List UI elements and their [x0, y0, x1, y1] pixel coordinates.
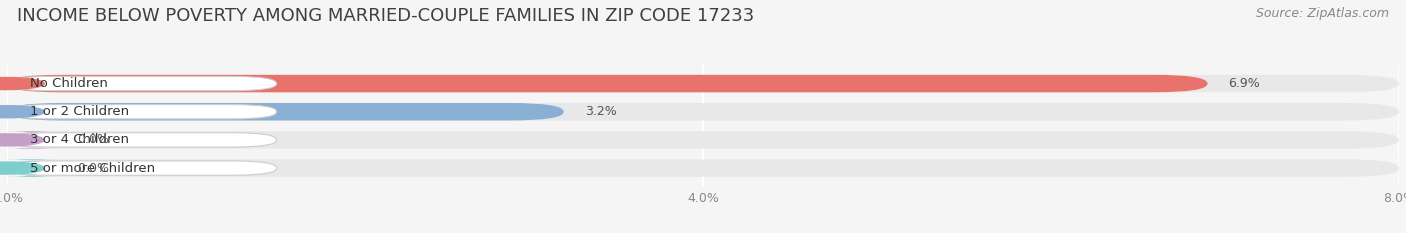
Text: 3.2%: 3.2%: [585, 105, 616, 118]
Text: 3 or 4 Children: 3 or 4 Children: [30, 134, 129, 146]
FancyBboxPatch shape: [7, 105, 277, 119]
FancyBboxPatch shape: [7, 133, 277, 147]
Text: 1 or 2 Children: 1 or 2 Children: [30, 105, 129, 118]
Circle shape: [0, 162, 44, 174]
FancyBboxPatch shape: [1, 159, 60, 177]
Circle shape: [0, 134, 44, 146]
Text: 5 or more Children: 5 or more Children: [30, 161, 155, 175]
FancyBboxPatch shape: [7, 76, 277, 91]
Text: 6.9%: 6.9%: [1229, 77, 1260, 90]
Text: 0.0%: 0.0%: [77, 134, 108, 146]
FancyBboxPatch shape: [7, 131, 1399, 149]
FancyBboxPatch shape: [7, 159, 1399, 177]
Circle shape: [0, 106, 44, 118]
Text: INCOME BELOW POVERTY AMONG MARRIED-COUPLE FAMILIES IN ZIP CODE 17233: INCOME BELOW POVERTY AMONG MARRIED-COUPL…: [17, 7, 754, 25]
Text: 0.0%: 0.0%: [77, 161, 108, 175]
FancyBboxPatch shape: [7, 161, 277, 175]
FancyBboxPatch shape: [7, 75, 1399, 92]
Circle shape: [0, 78, 44, 89]
FancyBboxPatch shape: [7, 75, 1208, 92]
Text: No Children: No Children: [30, 77, 107, 90]
FancyBboxPatch shape: [7, 103, 564, 120]
FancyBboxPatch shape: [7, 103, 1399, 120]
FancyBboxPatch shape: [1, 131, 60, 149]
Text: Source: ZipAtlas.com: Source: ZipAtlas.com: [1256, 7, 1389, 20]
